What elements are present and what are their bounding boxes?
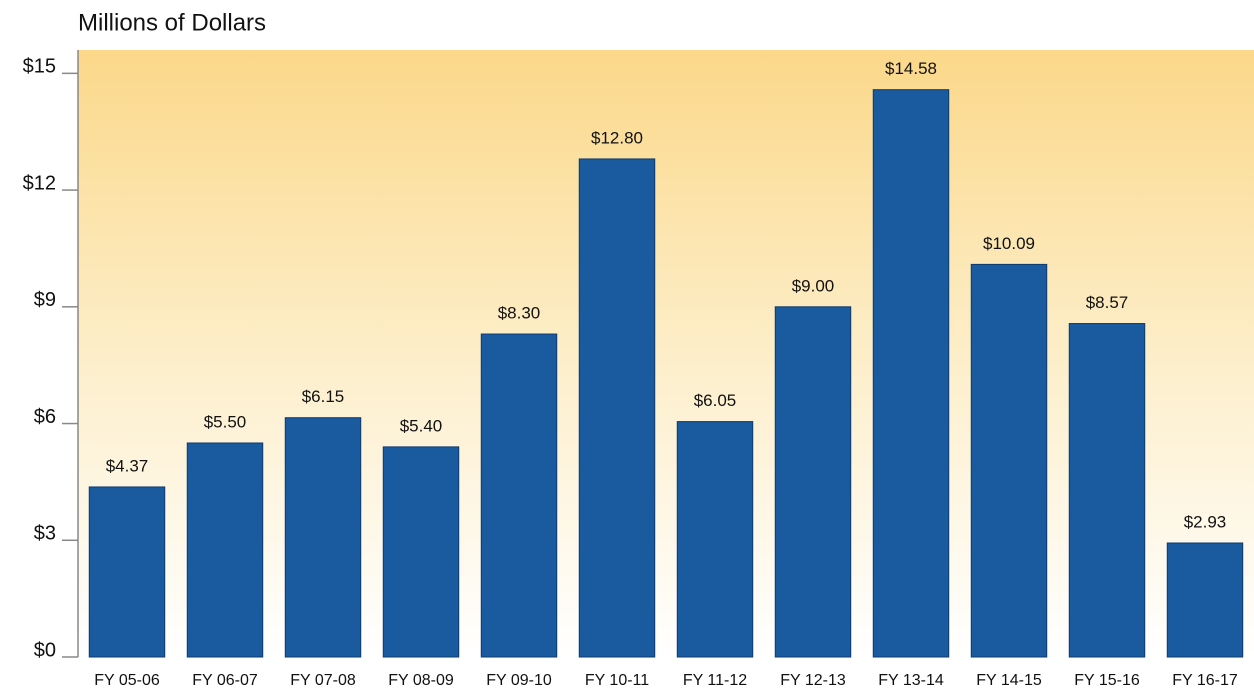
x-tick-label: FY 09-10 (486, 672, 552, 689)
x-tick-label: FY 16-17 (1172, 672, 1238, 689)
bar (186, 442, 264, 658)
x-tick-label: FY 06-07 (192, 672, 258, 689)
bar (1068, 323, 1146, 658)
x-tick-label: FY 08-09 (388, 672, 454, 689)
value-label: $5.50 (204, 412, 247, 431)
bar (88, 486, 166, 658)
y-tick-label: $15 (23, 56, 56, 78)
y-tick-label: $6 (34, 406, 56, 428)
x-tick-label: FY 15-16 (1074, 672, 1140, 689)
value-label: $10.09 (983, 234, 1035, 253)
value-label: $8.30 (498, 304, 541, 323)
bar (970, 263, 1048, 658)
bar (676, 421, 754, 658)
value-label: $5.40 (400, 416, 443, 435)
x-tick-label: FY 07-08 (290, 672, 356, 689)
bar (1166, 542, 1244, 658)
x-tick-label: FY 10-11 (585, 672, 649, 689)
x-tick-label: FY 12-13 (780, 672, 846, 689)
value-label: $6.15 (302, 387, 345, 406)
x-tick-label: FY 14-15 (976, 672, 1042, 689)
x-tick-label: FY 11-12 (683, 672, 747, 689)
value-label: $2.93 (1184, 512, 1227, 531)
bar (872, 89, 950, 658)
bar (480, 333, 558, 658)
bar (774, 306, 852, 658)
plot-background (78, 50, 1254, 657)
value-label: $4.37 (106, 456, 149, 475)
bar (578, 158, 656, 658)
chart-title: Millions of Dollars (78, 9, 266, 36)
bar (284, 417, 362, 658)
value-label: $9.00 (792, 276, 835, 295)
x-tick-label: FY 05-06 (94, 672, 160, 689)
y-tick-label: $3 (34, 523, 56, 545)
y-tick-label: $12 (23, 172, 56, 194)
value-label: $6.05 (694, 391, 737, 410)
y-tick-label: $0 (34, 639, 56, 661)
value-label: $14.58 (885, 59, 937, 78)
y-tick-label: $9 (34, 289, 56, 311)
bar (382, 446, 460, 658)
value-label: $12.80 (591, 128, 643, 147)
value-label: $8.57 (1086, 293, 1129, 312)
x-tick-label: FY 13-14 (878, 672, 944, 689)
